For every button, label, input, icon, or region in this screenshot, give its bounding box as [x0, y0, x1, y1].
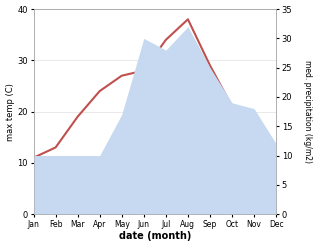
X-axis label: date (month): date (month)	[119, 231, 191, 242]
Y-axis label: max temp (C): max temp (C)	[5, 83, 15, 141]
Y-axis label: med. precipitation (kg/m2): med. precipitation (kg/m2)	[303, 60, 313, 163]
